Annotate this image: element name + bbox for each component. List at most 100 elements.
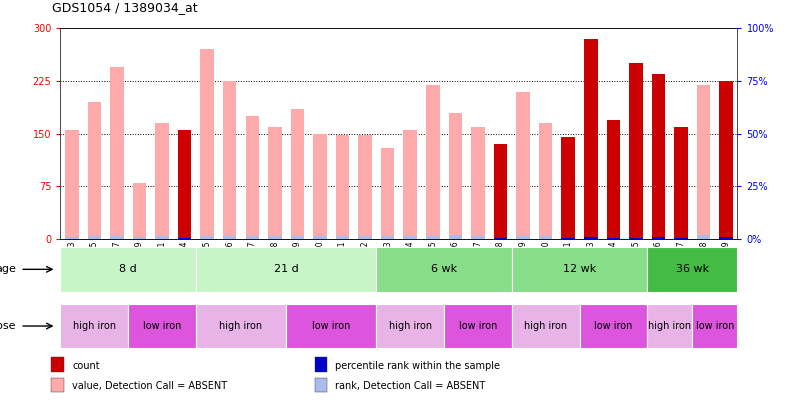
Bar <box>178 236 191 239</box>
Text: dose: dose <box>0 321 16 331</box>
Bar <box>110 67 123 239</box>
Bar <box>444 304 512 348</box>
Bar <box>223 81 236 239</box>
Bar <box>652 237 665 239</box>
Text: high iron: high iron <box>388 321 432 331</box>
Text: low iron: low iron <box>594 321 633 331</box>
Bar <box>60 247 196 292</box>
Bar <box>291 109 304 239</box>
Bar <box>629 236 642 239</box>
Bar <box>426 236 439 239</box>
Text: high iron: high iron <box>648 321 692 331</box>
Bar <box>88 236 101 239</box>
Bar <box>562 137 575 239</box>
Bar <box>539 236 552 239</box>
Bar <box>539 123 552 239</box>
Bar <box>196 247 376 292</box>
Bar <box>60 304 128 348</box>
Bar <box>652 236 665 239</box>
Bar <box>720 237 733 239</box>
Text: 36 wk: 36 wk <box>675 264 709 274</box>
Bar <box>223 236 236 239</box>
Text: 12 wk: 12 wk <box>563 264 596 274</box>
Bar <box>629 64 642 239</box>
Bar <box>426 85 439 239</box>
Bar <box>580 304 647 348</box>
Bar <box>647 247 737 292</box>
Bar <box>607 119 620 239</box>
Text: 8 d: 8 d <box>119 264 137 274</box>
Bar <box>376 247 512 292</box>
Bar <box>268 127 281 239</box>
Bar <box>286 304 376 348</box>
Text: high iron: high iron <box>524 321 567 331</box>
Bar <box>88 102 101 239</box>
Bar <box>720 81 733 239</box>
Bar <box>697 85 710 239</box>
Bar <box>517 92 530 239</box>
Bar <box>52 377 64 392</box>
Bar <box>647 304 692 348</box>
Bar <box>65 130 78 239</box>
Bar <box>584 39 597 239</box>
Bar <box>376 304 444 348</box>
Bar <box>607 238 620 239</box>
Bar <box>629 64 642 239</box>
Bar <box>697 235 710 239</box>
Text: low iron: low iron <box>696 321 734 331</box>
Text: 21 d: 21 d <box>274 264 298 274</box>
Bar <box>381 148 394 239</box>
Bar <box>336 236 349 239</box>
Bar <box>449 235 462 239</box>
Bar <box>472 236 484 239</box>
Text: high iron: high iron <box>219 321 263 331</box>
Bar <box>291 236 304 239</box>
Bar <box>494 144 507 239</box>
Bar <box>178 130 191 239</box>
Text: high iron: high iron <box>73 321 116 331</box>
Bar <box>675 238 688 239</box>
Bar <box>494 238 507 239</box>
Bar <box>675 236 688 239</box>
Bar <box>178 130 191 239</box>
Bar <box>201 236 214 239</box>
Bar <box>607 119 620 239</box>
Bar <box>629 237 642 239</box>
Text: low iron: low iron <box>459 321 497 331</box>
Bar <box>246 116 259 239</box>
Bar <box>512 304 580 348</box>
Bar <box>314 236 326 239</box>
Bar <box>246 236 259 239</box>
Bar <box>562 236 575 239</box>
Bar <box>359 135 372 239</box>
Bar <box>268 236 281 239</box>
Bar <box>314 377 327 392</box>
Text: 6 wk: 6 wk <box>431 264 457 274</box>
Bar <box>584 236 597 239</box>
Bar <box>449 113 462 239</box>
Bar <box>517 236 530 239</box>
Bar <box>196 304 286 348</box>
Text: count: count <box>72 361 100 371</box>
Bar <box>336 135 349 239</box>
Bar <box>156 236 168 239</box>
Bar <box>584 237 597 239</box>
Bar <box>201 49 214 239</box>
Bar <box>404 236 417 239</box>
Bar <box>652 74 665 239</box>
Bar <box>675 127 688 239</box>
Bar <box>562 137 575 239</box>
Bar <box>692 304 737 348</box>
Bar <box>52 357 64 372</box>
Text: GDS1054 / 1389034_at: GDS1054 / 1389034_at <box>52 1 198 14</box>
Bar <box>314 357 327 372</box>
Bar <box>675 127 688 239</box>
Bar <box>512 247 647 292</box>
Bar <box>381 236 394 239</box>
Bar <box>404 130 417 239</box>
Text: age: age <box>0 264 16 274</box>
Bar <box>110 236 123 239</box>
Bar <box>314 134 326 239</box>
Bar <box>178 238 191 239</box>
Text: percentile rank within the sample: percentile rank within the sample <box>335 361 501 371</box>
